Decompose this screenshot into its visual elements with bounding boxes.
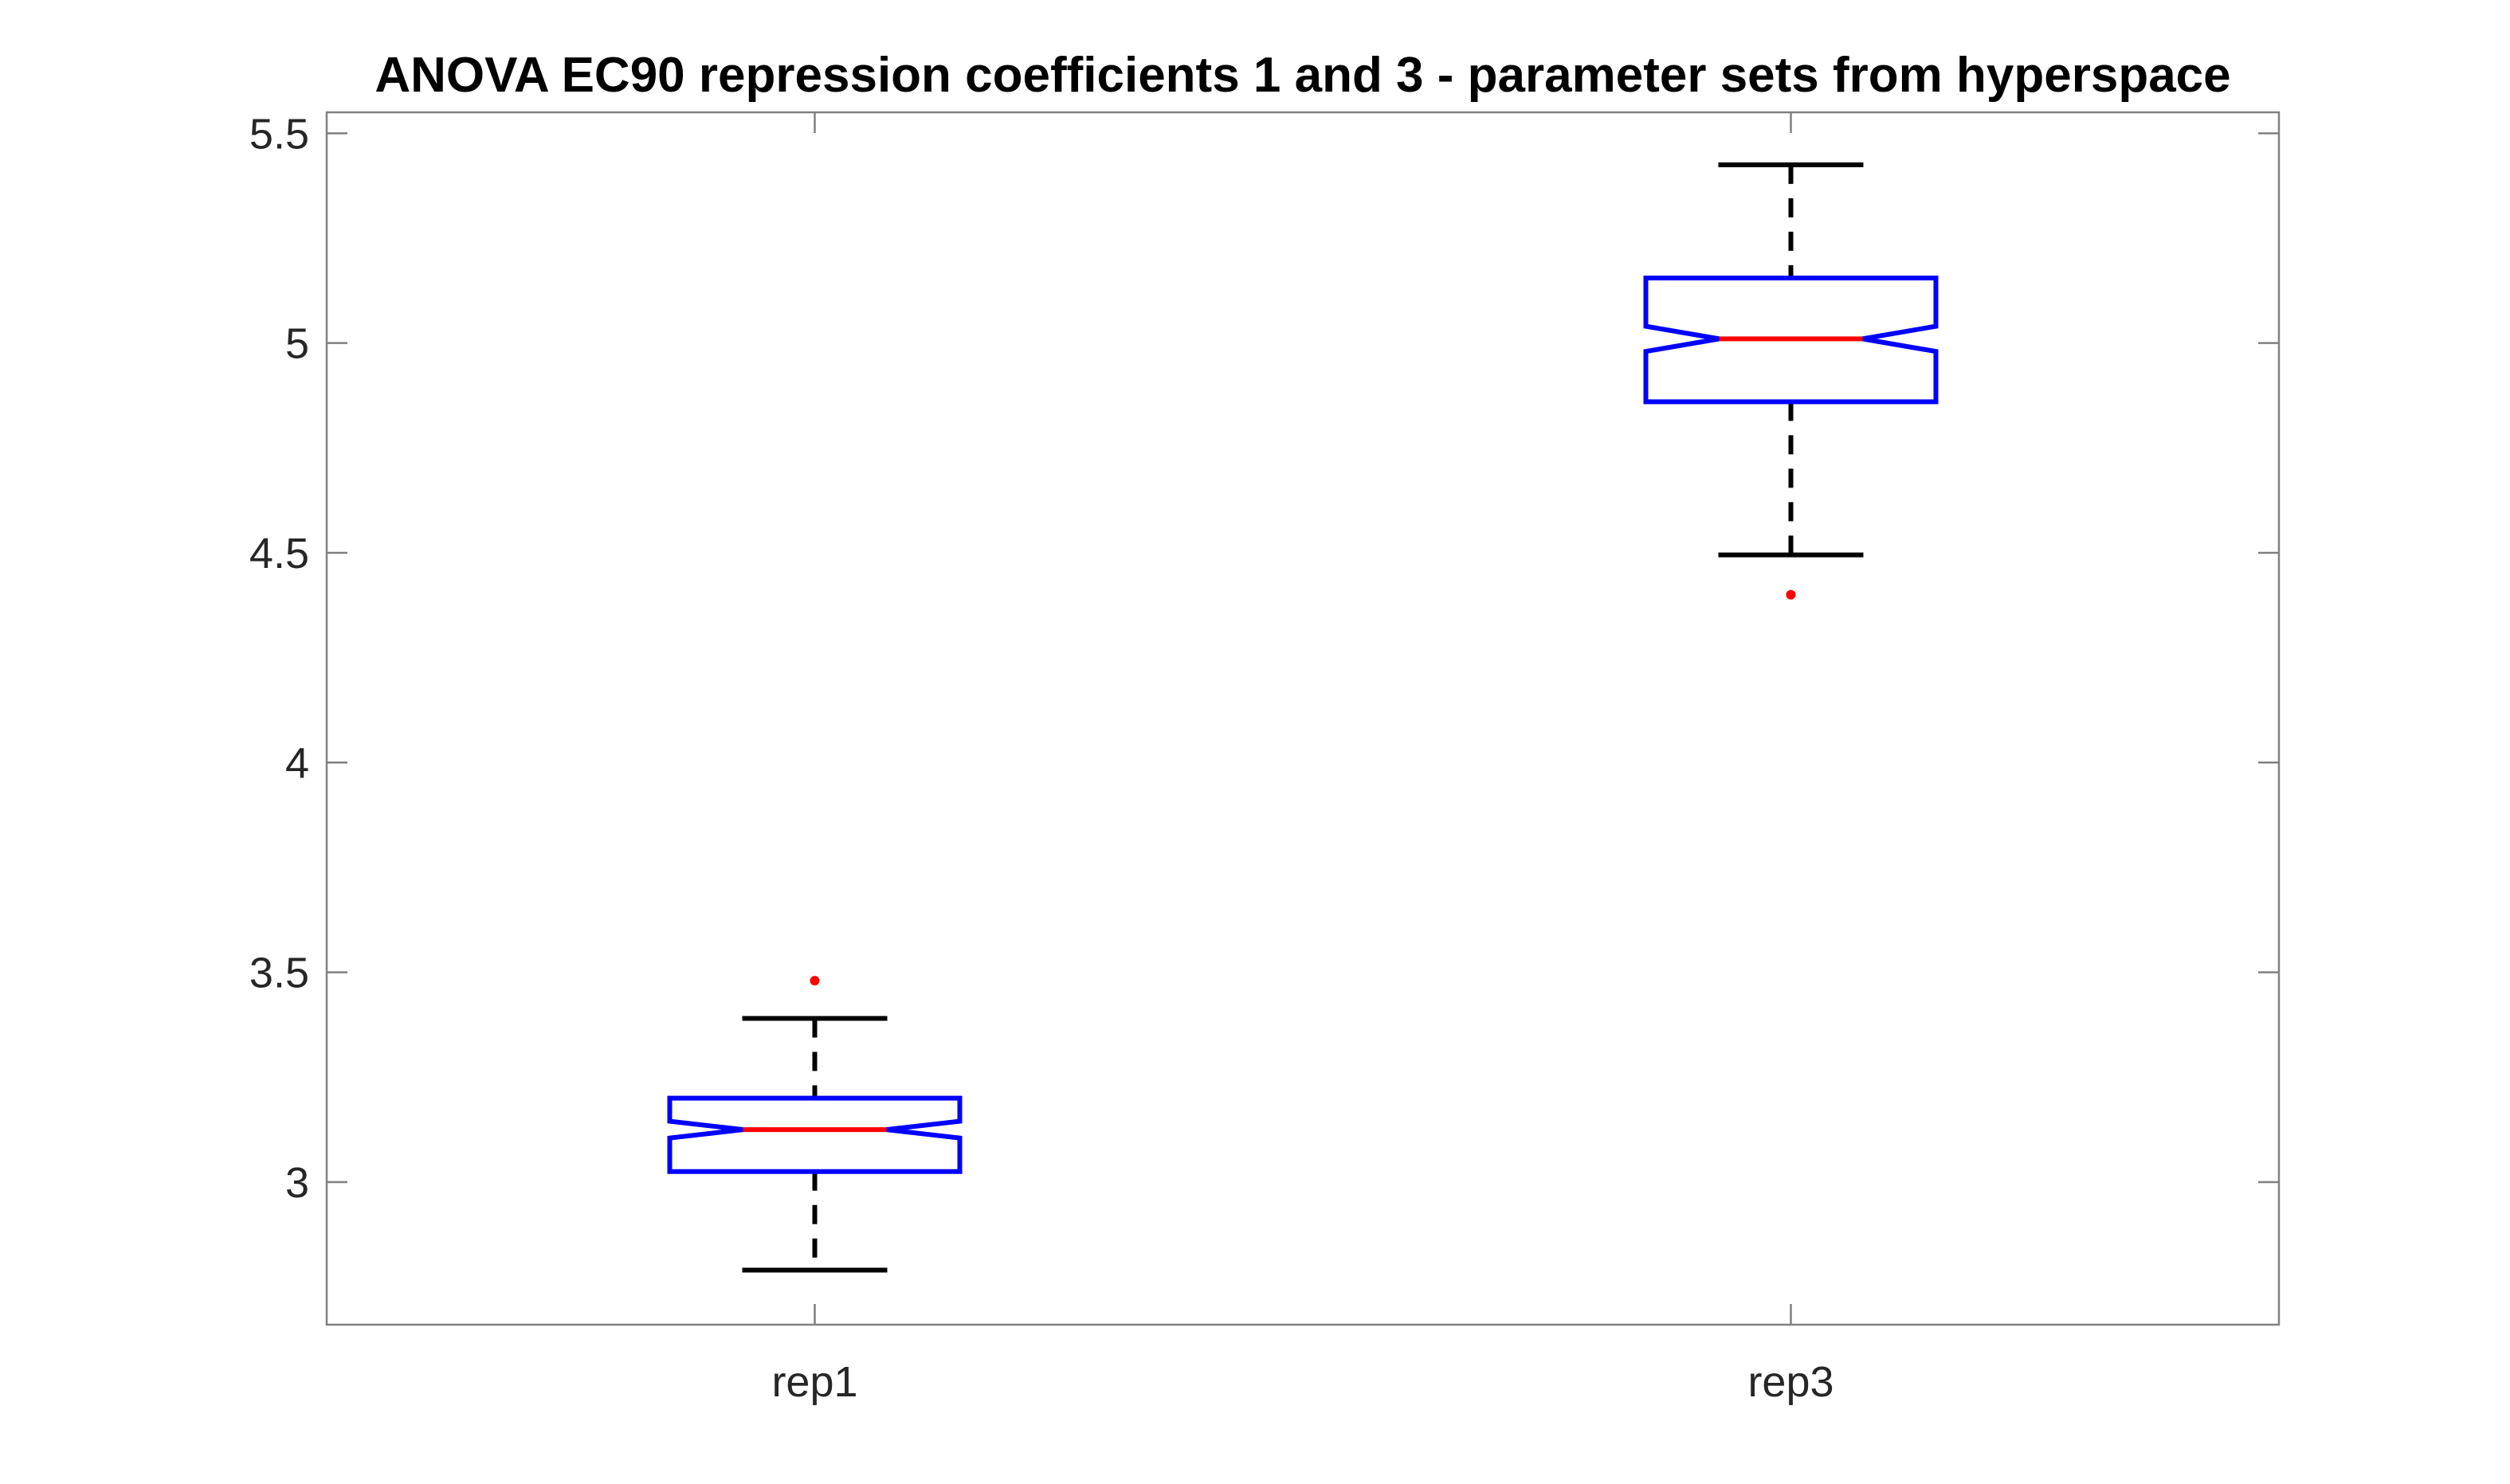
plot-area <box>327 112 2279 1325</box>
x-tick-label: rep1 <box>771 1358 857 1406</box>
axes: 3 3.5 4 4.5 5 5.5 rep1 rep3 <box>249 110 2281 1406</box>
x-tick-label: rep3 <box>1747 1358 1833 1406</box>
y-tick-label: 4 <box>285 739 309 787</box>
axes-frame <box>325 111 2281 1326</box>
y-tick-label: 4.5 <box>249 530 309 578</box>
chart-title: ANOVA EC90 repression coefficients 1 and… <box>375 48 2230 103</box>
notched-box <box>667 1095 963 1174</box>
y-tick-label: 5.5 <box>249 110 309 158</box>
outlier-point <box>810 976 820 986</box>
y-tick-label: 5 <box>285 320 309 368</box>
chart-marks <box>667 162 1939 1273</box>
box-group-rep3 <box>1643 162 1939 600</box>
y-tick-label: 3 <box>285 1159 309 1207</box>
y-tick-label: 3.5 <box>249 950 309 997</box>
box-group-rep1 <box>667 976 963 1273</box>
notched-box <box>1643 276 1939 405</box>
outlier-point <box>1786 589 1796 600</box>
